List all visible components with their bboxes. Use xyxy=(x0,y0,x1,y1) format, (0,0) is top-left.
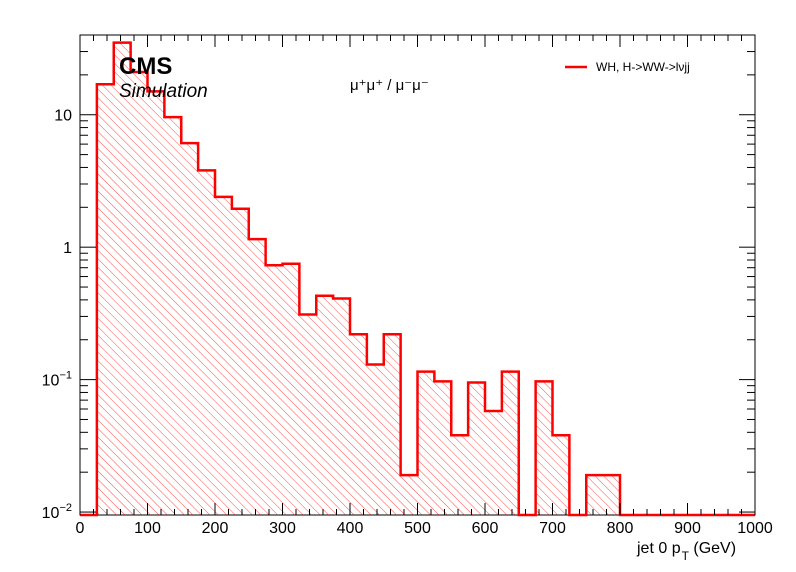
histogram-bar xyxy=(316,295,334,515)
histogram-bar xyxy=(468,382,485,515)
x-tick-label: 100 xyxy=(134,520,161,537)
histogram-bar xyxy=(366,364,384,515)
x-tick-label: 1000 xyxy=(737,520,773,537)
x-tick-label: 900 xyxy=(674,520,701,537)
histogram-outline xyxy=(80,41,755,517)
histogram-bar xyxy=(282,263,300,515)
histogram-bar xyxy=(333,298,350,515)
histogram-bar xyxy=(417,371,435,515)
legend-entry: WH, H->WW->lνjj xyxy=(596,60,690,74)
histogram-bar xyxy=(96,84,114,515)
histogram-bar xyxy=(147,91,165,516)
x-axis-title: jet 0 pT (GeV) xyxy=(636,540,736,563)
x-tick-label: 0 xyxy=(76,520,85,537)
y-tick-label: 10−2 xyxy=(42,502,72,522)
histogram-bar xyxy=(215,196,232,515)
histogram-bar xyxy=(198,170,215,515)
histogram-bar xyxy=(164,117,182,515)
channel-label: μ⁺μ⁺ / μ⁻μ⁻ xyxy=(350,77,429,94)
x-axis-title-subscript: T xyxy=(682,549,690,563)
histogram-bar xyxy=(485,410,502,515)
legend: WH, H->WW->lνjj xyxy=(565,60,690,74)
cms-label: CMS xyxy=(119,53,172,80)
histogram-bar xyxy=(434,381,452,515)
histogram-bar xyxy=(265,265,283,515)
histogram-bars xyxy=(96,42,620,516)
histogram-bar xyxy=(130,72,148,515)
histogram-bar xyxy=(248,239,266,515)
histogram-bar xyxy=(451,435,469,515)
x-tick-label: 800 xyxy=(607,520,634,537)
histogram-bar xyxy=(552,435,570,515)
histogram-bar xyxy=(603,475,620,515)
x-tick-label: 700 xyxy=(539,520,566,537)
histogram-bar xyxy=(299,314,317,515)
histogram-bar xyxy=(586,475,604,515)
histogram-bar xyxy=(501,371,519,515)
histogram-bar xyxy=(350,334,367,515)
x-tick-label: 400 xyxy=(337,520,364,537)
y-tick-label: 10 xyxy=(54,108,72,125)
y-tick-label: 1 xyxy=(63,240,72,257)
histogram-bar xyxy=(535,381,553,515)
x-axis-title-unit: (GeV) xyxy=(689,540,736,557)
x-tick-label: 200 xyxy=(202,520,229,537)
histogram-bar xyxy=(383,334,401,515)
x-tick-label: 500 xyxy=(404,520,431,537)
y-axis-ticks: 10−2 10−1 1 10 xyxy=(42,34,755,522)
x-axis-title-main: jet 0 p xyxy=(636,540,681,557)
x-tick-label: 600 xyxy=(472,520,499,537)
simulation-label: Simulation xyxy=(119,81,208,102)
histogram-bar xyxy=(400,475,418,515)
x-axis-ticks: 0 100 200 300 400 500 600 700 800 900 1000 xyxy=(76,35,773,537)
y-tick-label: 10−1 xyxy=(42,370,72,390)
histogram-bar xyxy=(181,143,199,515)
histogram-bar xyxy=(231,208,249,515)
histogram-bar xyxy=(113,42,131,516)
x-tick-label: 300 xyxy=(269,520,296,537)
